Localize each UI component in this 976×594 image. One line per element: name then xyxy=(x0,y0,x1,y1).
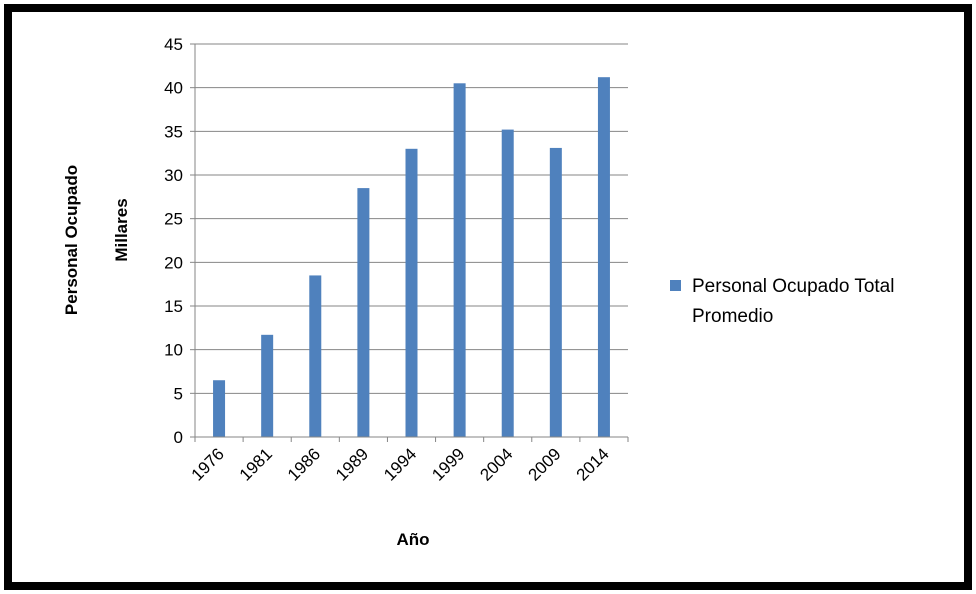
y-tick-label: 40 xyxy=(164,79,183,98)
y-tick-label: 5 xyxy=(174,384,183,403)
y-tick-label: 30 xyxy=(164,166,183,185)
y-tick-label: 25 xyxy=(164,210,183,229)
bar xyxy=(357,188,370,437)
x-tick-label: 1981 xyxy=(236,444,276,484)
x-tick-label: 1994 xyxy=(380,444,420,484)
legend: Personal Ocupado Total Promedio xyxy=(670,276,894,327)
bar xyxy=(453,83,466,438)
x-tick-label: 2014 xyxy=(573,444,613,484)
bar xyxy=(501,129,514,437)
legend-swatch xyxy=(670,280,681,291)
legend-label-line-1: Personal Ocupado Total xyxy=(692,276,894,297)
bar xyxy=(309,275,322,437)
x-axis-title: Año xyxy=(396,530,429,549)
y-tick-label: 45 xyxy=(164,35,183,54)
x-tick-label: 2009 xyxy=(524,444,564,484)
bar xyxy=(261,334,274,437)
bar xyxy=(597,77,610,437)
bar xyxy=(549,147,562,437)
x-tick-label: 1989 xyxy=(332,444,372,484)
y-tick-label: 35 xyxy=(164,122,183,141)
legend-label-line-2: Promedio xyxy=(692,306,773,327)
y-tick-label: 10 xyxy=(164,341,183,360)
y-tick-label: 15 xyxy=(164,297,183,316)
bar xyxy=(405,148,418,438)
y-axis-title: Personal Ocupado xyxy=(62,165,81,315)
y-tick-labels: 0 5 10 15 20 25 30 35 40 45 xyxy=(164,35,195,447)
y-tick-label: 20 xyxy=(164,253,183,272)
bars xyxy=(213,77,610,438)
x-tick-label: 1976 xyxy=(188,444,228,484)
bar xyxy=(213,380,226,437)
chart-frame xyxy=(4,4,972,590)
x-tick-label: 2004 xyxy=(476,444,516,484)
y-axis-unit-label: Millares xyxy=(112,198,131,261)
y-tick-label: 0 xyxy=(174,428,183,447)
x-tick-label: 1986 xyxy=(284,444,324,484)
x-tick-labels: 1976 1981 1986 1989 1994 1999 2004 2009 2014 xyxy=(188,437,629,485)
x-tick-label: 1999 xyxy=(428,444,468,484)
